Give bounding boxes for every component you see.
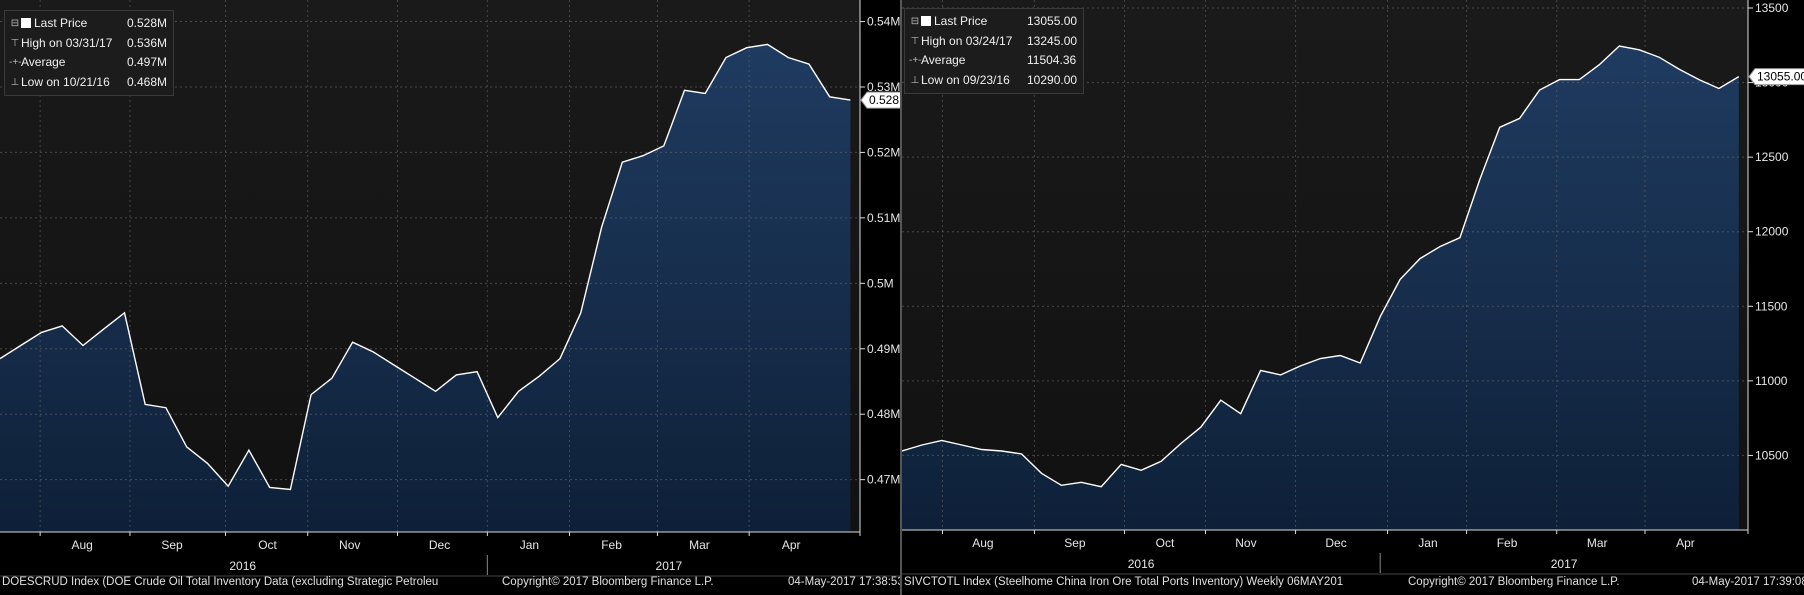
legend-label: High on 03/24/17 <box>921 33 1013 48</box>
chart-svg-crude-inventory: 0.47M 0.48M 0.49M 0.5M 0.51M 0.52M 0.53M 0.54M A… <box>0 0 900 577</box>
series-area <box>0 44 851 533</box>
last-value-tag <box>1748 68 1804 86</box>
legend-value: 13245.00 <box>1027 33 1078 48</box>
y-tick-label: 0.52M <box>867 145 900 159</box>
chart-panel-crude-inventory: 0.47M 0.48M 0.49M 0.5M 0.51M 0.52M 0.53M 0.54M A… <box>0 0 904 595</box>
legend-row-low: ⊥ Low on 10/21/16 0.468M <box>9 73 167 93</box>
x-month-label: Oct <box>1156 536 1175 550</box>
y-tick-label: 0.49M <box>867 342 900 356</box>
low-marker-icon: ⊥ <box>910 74 920 86</box>
y-tick-label: 0.54M <box>867 15 900 29</box>
legend-value: 0.497M <box>127 55 168 69</box>
x-month-label: Oct <box>258 538 277 552</box>
legend-row-average: -+- Average 0.497M <box>9 53 167 73</box>
legend-label: Low on 10/21/16 <box>21 74 110 89</box>
x-month-label: Apr <box>1676 536 1695 550</box>
footer-timestamp: 04-May-2017 17:38:53 <box>788 576 904 588</box>
last-value-label: 0.528M <box>869 93 900 107</box>
legend-label: Average <box>921 53 966 67</box>
footer-copyright: Copyright© 2017 Bloomberg Finance L.P. <box>1408 576 1620 588</box>
x-month-label: Nov <box>1235 536 1256 550</box>
x-month-label: Feb <box>601 538 622 552</box>
legend-label: Last Price <box>934 14 988 28</box>
x-month-label: Aug <box>972 536 993 550</box>
legend-value: 11504.36 <box>1027 53 1077 67</box>
legend-row-last-price: ⊟ Last Price 0.528M <box>9 14 167 34</box>
x-year-label: 2017 <box>656 559 683 573</box>
footer-ticker: SIVCTOTL Index (Steelhome China Iron Ore… <box>904 576 1344 588</box>
x-month-label: Dec <box>429 538 450 552</box>
y-tick-label: 0.47M <box>867 473 900 487</box>
series-swatch <box>21 18 31 28</box>
legend-box: ⊟ Last Price 0.528M ⊤ High on 03/31/17 0… <box>4 10 175 96</box>
legend-value: 0.468M <box>127 74 168 89</box>
legend-value: 0.528M <box>127 16 168 30</box>
x-month-label: Mar <box>1587 536 1608 550</box>
legend-label: High on 03/31/17 <box>21 35 113 50</box>
series-area <box>902 46 1739 530</box>
x-year-label: 2016 <box>229 559 256 573</box>
x-month-label: Dec <box>1325 536 1346 550</box>
y-tick-label: 0.53M <box>867 80 900 94</box>
x-month-label: Jan <box>1418 536 1437 550</box>
last-value-label: 13055.00 <box>1757 70 1804 84</box>
chart-panel-iron-ore-inventory: 10500110001150012000125001300013500AugSe… <box>902 0 1804 595</box>
x-month-label: Feb <box>1497 536 1518 550</box>
footer-timestamp: 04-May-2017 17:39:08 <box>1692 576 1804 588</box>
y-tick-label: 0.51M <box>867 211 900 225</box>
x-month-label: Jan <box>520 538 539 552</box>
y-tick-label: 10500 <box>1755 448 1789 462</box>
y-tick-label: 0.5M <box>867 276 894 290</box>
y-tick-label: 11000 <box>1755 374 1788 388</box>
y-tick-label: 12500 <box>1755 150 1789 164</box>
legend-value: 13055.00 <box>1027 14 1078 28</box>
y-tick-label: 13500 <box>1755 1 1789 15</box>
last-value-tag <box>860 91 900 109</box>
legend-label: Low on 09/23/16 <box>921 72 1010 87</box>
series-line <box>902 45 1740 488</box>
legend-row-average: -+- Average 11504.36 <box>909 51 1077 71</box>
legend-value: 0.536M <box>127 35 168 50</box>
legend-row-high: ⊤ High on 03/24/17 13245.00 <box>909 32 1077 52</box>
x-year-label: 2017 <box>1551 557 1578 571</box>
high-marker-icon: ⊤ <box>910 35 920 47</box>
legend-row-low: ⊥ Low on 09/23/16 10290.00 <box>909 71 1077 91</box>
x-month-label: Nov <box>339 538 360 552</box>
y-tick-label: 12000 <box>1755 225 1789 239</box>
high-marker-icon: ⊤ <box>10 37 20 49</box>
low-marker-icon: ⊥ <box>10 76 20 88</box>
x-month-label: Sep <box>1064 536 1086 550</box>
y-tick-label: 0.48M <box>867 407 900 421</box>
x-month-label: Mar <box>689 538 710 552</box>
footer-copyright: Copyright© 2017 Bloomberg Finance L.P. <box>502 576 714 588</box>
legend-box: ⊟ Last Price 13055.00 ⊤ High on 03/24/17… <box>904 8 1085 94</box>
average-marker-icon: -+- <box>9 57 22 68</box>
legend-label: Average <box>21 55 66 69</box>
legend-label: Last Price <box>34 16 88 30</box>
y-tick-label: 11500 <box>1755 299 1788 313</box>
legend-row-high: ⊤ High on 03/31/17 0.536M <box>9 34 167 54</box>
panel-divider <box>900 0 902 595</box>
series-line <box>0 43 851 491</box>
footer-ticker: DOESCRUD Index (DOE Crude Oil Total Inve… <box>2 576 439 588</box>
average-marker-icon: -+- <box>909 55 922 66</box>
x-year-label: 2016 <box>1128 557 1155 571</box>
series-swatch <box>921 16 931 26</box>
x-month-label: Apr <box>782 538 801 552</box>
x-month-label: Aug <box>71 538 92 552</box>
collapse-icon[interactable]: ⊟ <box>910 16 920 27</box>
legend-row-last-price: ⊟ Last Price 13055.00 <box>909 12 1077 32</box>
collapse-icon[interactable]: ⊟ <box>10 18 20 29</box>
legend-value: 10290.00 <box>1027 72 1078 87</box>
x-month-label: Sep <box>161 538 183 552</box>
